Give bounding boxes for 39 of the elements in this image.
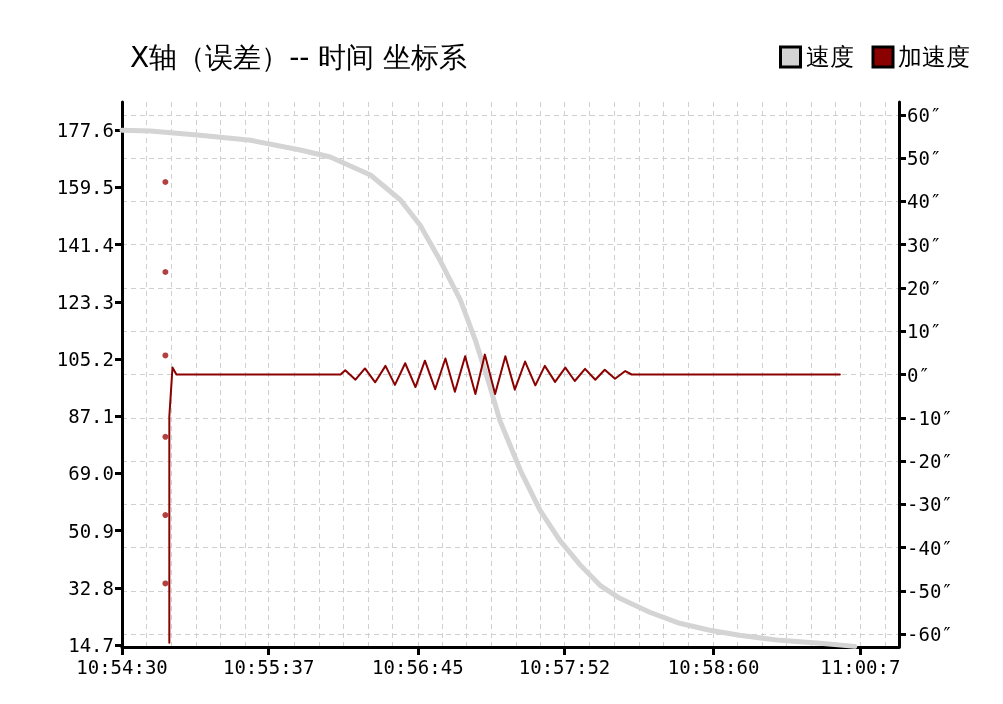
- chart-title: X轴（误差）-- 时间 坐标系: [130, 40, 468, 74]
- y2-tick-label: 20″: [907, 276, 942, 299]
- y2-tick-label: -10″: [907, 406, 953, 429]
- y2-tick-label: -20″: [907, 450, 953, 473]
- y2-tick-label: -40″: [907, 536, 953, 559]
- point: [162, 179, 169, 186]
- point: [162, 580, 169, 587]
- x-tick-label: 10:55:37: [222, 655, 315, 678]
- y2-tick-label: 50″: [907, 147, 942, 170]
- y2-tick-label: 60″: [907, 103, 942, 126]
- x-tick-label: 10:58:60: [667, 655, 760, 678]
- y-tick-label: 14.7: [68, 634, 114, 657]
- y-tick-label: 159.5: [56, 176, 114, 199]
- y-tick-label: 123.3: [56, 290, 114, 313]
- y-tick-label: 141.4: [56, 233, 114, 256]
- y2-tick-label: 40″: [907, 190, 942, 213]
- y-tick-label: 32.8: [68, 576, 114, 599]
- x-tick-label: 10:54:30: [76, 655, 168, 678]
- y-tick-label: 87.1: [68, 405, 114, 428]
- y-tick-label: 69.0: [68, 462, 114, 485]
- line-series: [168, 353, 841, 644]
- point: [162, 512, 169, 519]
- y-tick-label: 105.2: [56, 348, 114, 371]
- y-tick-label: 50.9: [68, 519, 114, 542]
- y2-tick-label: 0″: [907, 363, 930, 386]
- y2-tick-label: 30″: [907, 233, 942, 256]
- x-tick-label: 10:57:52: [518, 655, 611, 678]
- legend-label: 加速度: [898, 43, 970, 71]
- x-tick-label: 11:00:7: [820, 655, 901, 678]
- legend-label: 速度: [805, 43, 854, 71]
- point: [162, 268, 169, 275]
- y2-tick-label: -60″: [907, 623, 953, 646]
- point: [162, 352, 169, 359]
- y2-tick-label: -50″: [907, 579, 953, 602]
- y2-tick-label: -30″: [907, 493, 953, 516]
- point: [162, 433, 169, 440]
- y-tick-label: 177.6: [56, 119, 114, 142]
- y2-tick-label: 10″: [907, 320, 942, 343]
- x-tick-label: 10:56:45: [372, 655, 464, 678]
